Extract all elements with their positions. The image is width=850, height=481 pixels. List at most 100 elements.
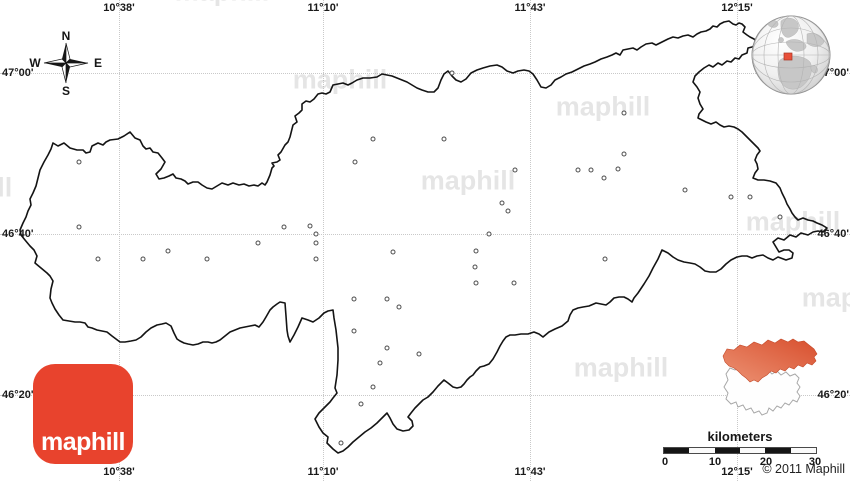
city-dot (76, 224, 82, 230)
city-dot (352, 159, 358, 165)
scale-bar-segment (689, 448, 715, 453)
city-dot (313, 256, 319, 262)
scale-bar-segment (790, 448, 816, 453)
copyright-notice: © 2011 Maphill (762, 462, 845, 476)
gridline-meridian (323, 0, 324, 481)
scale-tick-label: 0 (661, 456, 669, 468)
meridian-label-bottom: 12°15' (721, 466, 753, 478)
city-dot (449, 70, 455, 76)
maphill-logo-text: maphill (40, 428, 126, 456)
city-dot (728, 194, 734, 200)
scale-bar-segment (714, 448, 740, 453)
compass-south-label: S (62, 84, 70, 98)
maphill-logo: maphill (33, 364, 133, 464)
city-dot (621, 110, 627, 116)
maphill-watermark: maphill (0, 172, 13, 203)
city-dot (204, 256, 210, 262)
city-dot (602, 256, 608, 262)
city-dot (512, 167, 518, 173)
scale-bar-segment (765, 448, 791, 453)
compass-star (43, 42, 89, 84)
gridline-meridian (530, 0, 531, 481)
city-dot (511, 280, 517, 286)
city-dot (601, 175, 607, 181)
meridian-label-top: 11°43' (514, 2, 546, 14)
city-dot (499, 200, 505, 206)
maphill-watermark: maphill (292, 64, 388, 95)
compass-east-label: E (94, 56, 102, 70)
city-dot (396, 304, 402, 310)
gridline-parallel (0, 395, 850, 396)
city-dot (338, 440, 344, 446)
compass-north-label: N (62, 29, 71, 43)
meridian-label-bottom: 10°38' (103, 466, 135, 478)
gridline-parallel (0, 234, 850, 235)
parallel-label-right: 46°40' (817, 228, 850, 240)
city-dot (358, 401, 364, 407)
city-dot (281, 224, 287, 230)
scale-bar-segments (663, 447, 817, 454)
city-dot (370, 136, 376, 142)
region-locator-inset (722, 338, 818, 416)
meridian-label-bottom: 11°10' (307, 466, 339, 478)
city-dot (76, 159, 82, 165)
compass-west-label: W (29, 56, 41, 70)
meridian-label-top: 10°38' (103, 2, 135, 14)
globe-inset (751, 15, 831, 95)
gridline-parallel (0, 73, 850, 74)
region-boundary (19, 20, 828, 454)
city-dot (473, 280, 479, 286)
city-dot (505, 208, 511, 214)
city-dot (416, 351, 422, 357)
city-dot (486, 231, 492, 237)
city-dot (621, 151, 627, 157)
gridline-meridian (737, 0, 738, 481)
maphill-watermark: maphill (420, 165, 516, 196)
scale-bar: kilometers 0 10 20 30 (661, 429, 821, 469)
city-dot (384, 345, 390, 351)
city-dot (682, 187, 688, 193)
city-dot (351, 296, 357, 302)
compass-rose: N S W E (29, 29, 102, 98)
city-dot (255, 240, 261, 246)
city-dot (95, 256, 101, 262)
parallel-label-right: 46°20' (817, 389, 850, 401)
scale-bar-ticks: 0 10 20 30 (661, 456, 821, 469)
maphill-watermark: maphill (801, 282, 850, 313)
locator-highlighted-region (722, 338, 818, 383)
city-dot (390, 249, 396, 255)
city-dot (588, 167, 594, 173)
scale-bar-title: kilometers (707, 429, 773, 444)
gridline-meridian (119, 0, 120, 481)
globe-location-marker (783, 52, 793, 61)
city-dot (472, 264, 478, 270)
city-dot (140, 256, 146, 262)
city-dot (377, 360, 383, 366)
globe-graticule (752, 16, 830, 94)
city-dot (441, 136, 447, 142)
city-dot (370, 384, 376, 390)
maphill-watermark: maphill (555, 91, 651, 122)
city-dot (313, 240, 319, 246)
scale-bar-segment (739, 448, 766, 453)
parallel-label-left: 47°00' (2, 67, 34, 79)
meridian-label-top: 12°15' (721, 2, 753, 14)
city-dot (473, 248, 479, 254)
parallel-label-left: 46°20' (2, 389, 34, 401)
meridian-label-top: 11°10' (307, 2, 339, 14)
city-dot (351, 328, 357, 334)
scale-tick-label: 10 (708, 456, 722, 468)
scale-bar-segment (664, 448, 690, 453)
scale-tick-label: 20 (759, 456, 773, 468)
parallel-label-left: 46°40' (2, 228, 34, 240)
city-dots (76, 70, 783, 446)
city-dot (777, 214, 783, 220)
maphill-watermark: maphill (573, 352, 669, 383)
city-dot (615, 166, 621, 172)
maphill-watermark: maphill (175, 0, 270, 8)
city-dot (165, 248, 171, 254)
meridian-label-bottom: 11°43' (514, 466, 546, 478)
city-dot (313, 231, 319, 237)
